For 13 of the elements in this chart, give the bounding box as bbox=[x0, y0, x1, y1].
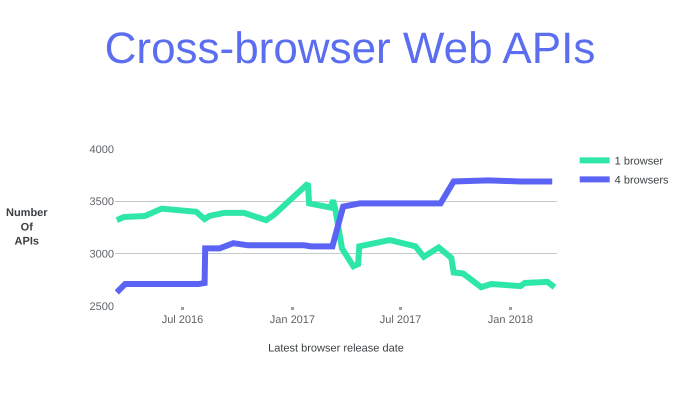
x-tick-label: Jan 2017 bbox=[270, 314, 316, 326]
y-tick-label: 3500 bbox=[90, 196, 114, 208]
x-tick-label: Jul 2016 bbox=[162, 314, 204, 326]
legend-label: 4 browsers bbox=[614, 174, 669, 187]
chart-title: Cross-browser Web APIs bbox=[104, 24, 596, 74]
x-tick-label: Jul 2017 bbox=[380, 314, 422, 326]
y-axis-title: Number Of APIs bbox=[6, 207, 48, 248]
y-tick-label: 3000 bbox=[90, 248, 114, 261]
x-tick-label: Jan 2018 bbox=[488, 314, 534, 326]
legend-label: 1 browser bbox=[614, 156, 664, 168]
y-tick-label: 4000 bbox=[90, 144, 114, 156]
y-tick-label: 2500 bbox=[90, 300, 114, 313]
x-axis-title: Latest browser release date bbox=[268, 342, 404, 354]
